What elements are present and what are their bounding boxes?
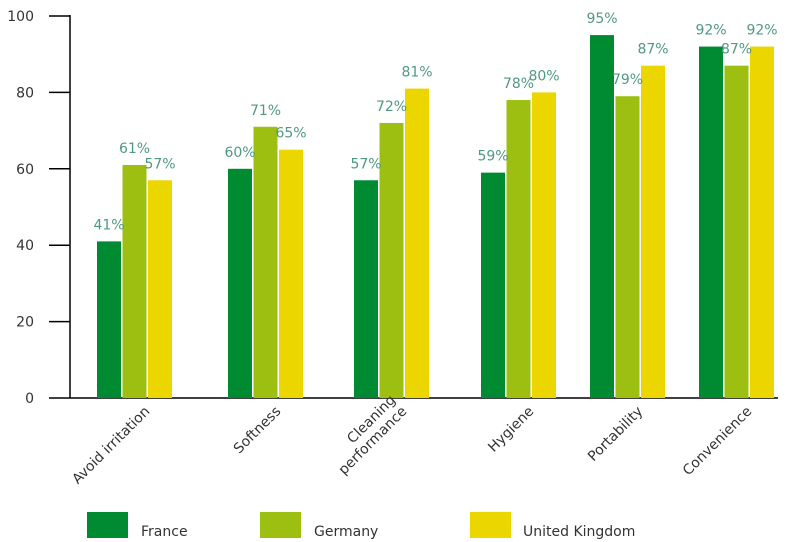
legend-swatch xyxy=(470,512,511,538)
bar xyxy=(97,241,121,398)
x-tick-label-line: Hygiene xyxy=(485,404,537,456)
x-tick-label: Portability xyxy=(585,404,646,465)
legend-swatch xyxy=(87,512,128,538)
data-label: 87% xyxy=(637,42,668,58)
legend-swatch xyxy=(260,512,301,538)
x-tick-label: Convenience xyxy=(680,404,755,479)
data-label: 95% xyxy=(586,11,617,27)
bar xyxy=(405,88,429,398)
bar xyxy=(641,65,665,398)
y-tick-label: 20 xyxy=(16,315,34,331)
bar xyxy=(506,100,531,398)
y-tick-label: 40 xyxy=(16,238,34,254)
bar xyxy=(750,46,774,399)
y-tick-label: 60 xyxy=(16,162,34,178)
data-label: 71% xyxy=(250,103,281,119)
x-tick-label-line: Avoid irritation xyxy=(69,404,153,488)
data-label: 72% xyxy=(376,99,407,115)
data-label: 60% xyxy=(224,145,255,161)
y-tick-label: 0 xyxy=(25,391,34,407)
bar xyxy=(228,168,252,398)
data-label: 41% xyxy=(93,217,124,233)
legend-label: Germany xyxy=(314,524,378,540)
data-label: 92% xyxy=(746,23,777,39)
bar xyxy=(699,46,723,399)
bar xyxy=(481,172,505,398)
data-label: 57% xyxy=(350,156,381,172)
data-label: 65% xyxy=(275,126,306,142)
legend: France Germany United Kingdom xyxy=(87,512,635,540)
y-tick-label: 80 xyxy=(16,85,34,101)
bar xyxy=(615,96,640,398)
legend-label: United Kingdom xyxy=(523,524,635,540)
data-label: 92% xyxy=(695,23,726,39)
x-tick-label-line: Convenience xyxy=(680,404,755,479)
bar xyxy=(379,122,404,399)
bar xyxy=(148,180,172,398)
data-label: 80% xyxy=(528,68,559,84)
bar xyxy=(122,164,147,398)
bar xyxy=(532,92,556,399)
y-tick-label: 100 xyxy=(7,9,34,25)
data-label: 57% xyxy=(144,156,175,172)
data-label: 87% xyxy=(721,42,752,58)
x-tick-label-line: Softness xyxy=(231,404,285,458)
x-tick-label: Hygiene xyxy=(485,404,537,456)
data-label: 78% xyxy=(503,76,534,92)
x-tick-label: Softness xyxy=(231,404,285,458)
bar xyxy=(590,35,614,398)
data-labels: 41% 60% 57% 59% 95% 92% 61% 71% 72% 78% 79% 87% 57% 6… xyxy=(93,11,777,233)
bar xyxy=(354,180,378,398)
data-label: 81% xyxy=(401,65,432,81)
data-label: 61% xyxy=(119,141,150,157)
data-label: 79% xyxy=(612,72,643,88)
bar xyxy=(279,149,303,398)
x-tick-label-line: Portability xyxy=(585,404,646,465)
category-labels: Avoid irritation Softness Cleaningperforma… xyxy=(69,392,755,487)
axes: 0 20 40 60 80 100 xyxy=(7,9,778,407)
bar xyxy=(253,126,278,398)
x-tick-label: Avoid irritation xyxy=(69,404,153,488)
x-tick-label: Cleaningperformance xyxy=(324,392,410,478)
legend-label: France xyxy=(141,524,188,540)
bar xyxy=(724,65,749,398)
bars xyxy=(97,35,774,399)
data-label: 59% xyxy=(477,149,508,165)
